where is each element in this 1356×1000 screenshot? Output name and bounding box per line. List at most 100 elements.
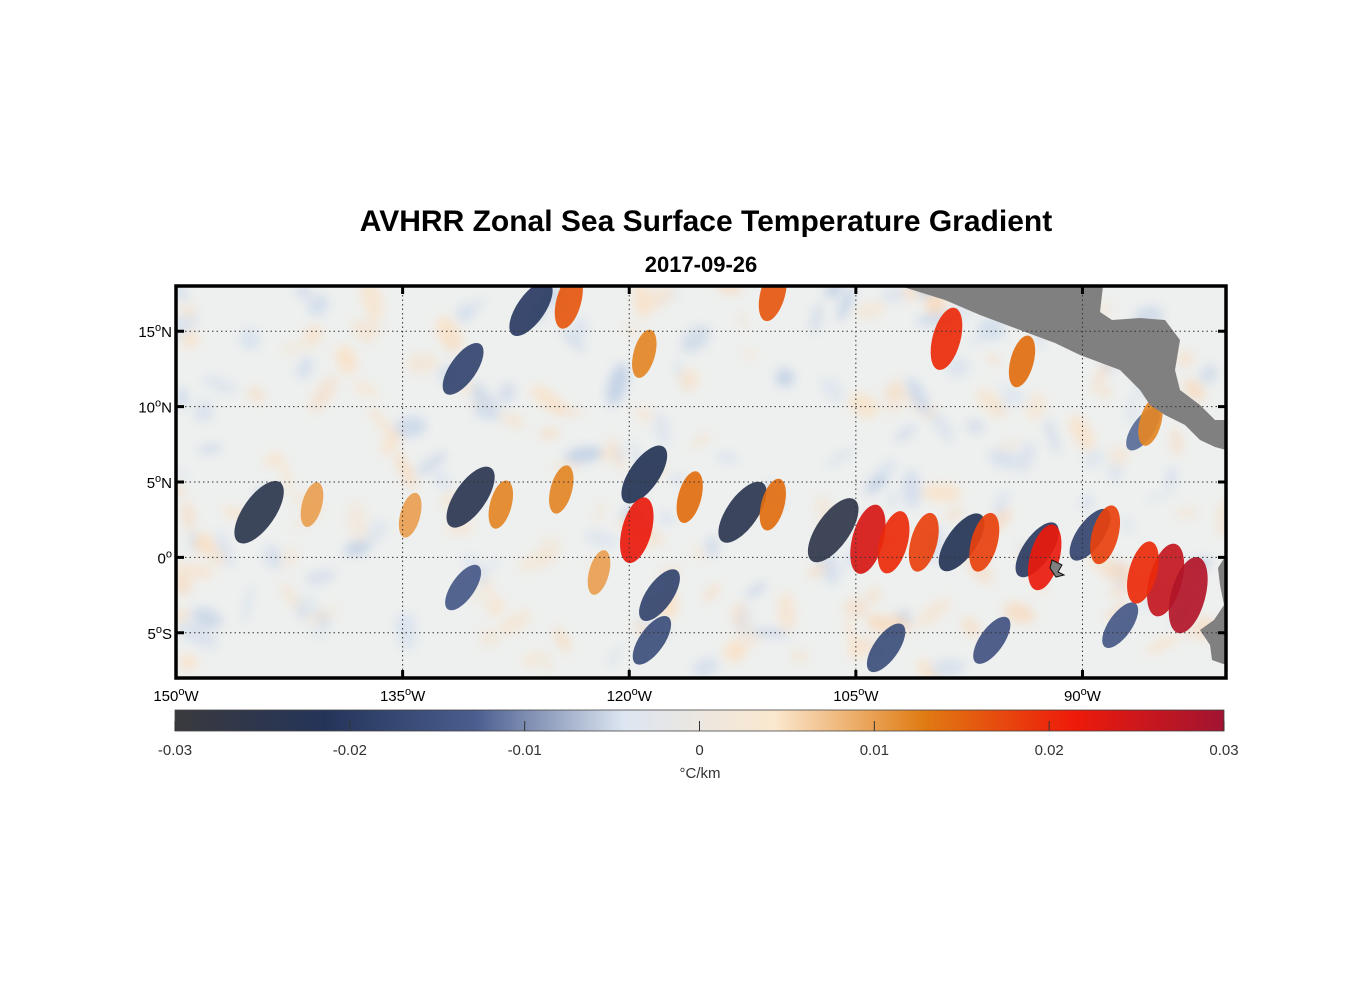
- texture-blob: [749, 629, 790, 637]
- texture-blob: [501, 413, 525, 428]
- texture-blob: [608, 644, 623, 668]
- texture-blob: [790, 647, 810, 665]
- texture-blob: [723, 640, 746, 663]
- texture-blob: [573, 316, 587, 341]
- texture-blob: [176, 573, 192, 596]
- texture-blob: [344, 540, 371, 556]
- texture-blob: [547, 405, 584, 416]
- texture-blob: [659, 511, 674, 525]
- texture-blob: [705, 535, 720, 557]
- texture-blob: [309, 375, 338, 413]
- gradient-feature-0: [234, 480, 284, 544]
- texture-blob: [352, 380, 379, 398]
- texture-blob: [625, 323, 640, 336]
- gradient-feature-24: [850, 504, 886, 574]
- latitude-label: 15oN: [138, 322, 172, 341]
- texture-blob: [365, 519, 388, 545]
- south-america-land: [1200, 555, 1226, 665]
- texture-blob: [775, 368, 795, 387]
- gradient-feature-19: [488, 480, 514, 529]
- texture-blob: [405, 352, 439, 374]
- texture-blob: [565, 447, 603, 463]
- texture-blob: [1091, 358, 1111, 394]
- texture-blob: [996, 384, 1032, 405]
- texture-blob: [177, 622, 218, 649]
- texture-blob: [517, 550, 559, 571]
- texture-blob: [826, 447, 855, 467]
- texture-blob: [280, 338, 323, 355]
- texture-blob: [176, 562, 216, 579]
- texture-blob: [691, 544, 705, 562]
- land: [900, 286, 1226, 665]
- gradient-feature-3: [718, 481, 767, 543]
- texture-blob: [432, 469, 451, 490]
- texture-blob: [692, 657, 719, 678]
- longitude-label: 150oW: [153, 686, 199, 705]
- colorbar-tick-label: 0.01: [860, 742, 889, 759]
- texture-blob: [539, 427, 560, 440]
- texture-blob: [1098, 385, 1113, 399]
- latitude-label: 5oS: [148, 624, 172, 643]
- texture-blob: [945, 356, 970, 378]
- texture-blob: [176, 387, 189, 409]
- texture-blob: [884, 384, 903, 401]
- texture-blob: [559, 327, 585, 352]
- texture-blob: [247, 386, 266, 403]
- texture-blob: [1171, 427, 1182, 457]
- gradient-feature-31: [1168, 556, 1208, 634]
- texture-blob: [993, 489, 1009, 519]
- texture-blob: [485, 582, 493, 599]
- texture-blob: [745, 582, 767, 598]
- gradient-feature-13: [866, 623, 906, 673]
- texture-blob: [854, 300, 887, 320]
- gradient-feature-17: [300, 482, 324, 527]
- gradient-feature-15: [1102, 602, 1139, 648]
- texture-blob: [296, 356, 313, 380]
- texture-blob: [1217, 498, 1226, 538]
- texture-blob: [415, 451, 448, 476]
- texture-blob: [1183, 379, 1205, 401]
- texture-blob: [241, 583, 255, 625]
- texture-blob: [360, 286, 383, 319]
- texture-blob: [263, 544, 282, 569]
- texture-blob: [346, 500, 369, 544]
- gradient-feature-35: [930, 307, 963, 370]
- texture-blob: [1126, 393, 1137, 425]
- texture-blob: [902, 469, 922, 509]
- texture-blob: [930, 410, 954, 442]
- texture-blob: [607, 436, 625, 472]
- texture-blob: [368, 406, 397, 439]
- central-america-land: [900, 286, 1226, 450]
- texture-blob: [281, 546, 299, 569]
- texture-blob: [583, 530, 619, 548]
- texture-blob: [906, 377, 930, 416]
- texture-blob: [681, 326, 711, 353]
- gradient-feature-39: [1138, 397, 1163, 446]
- texture-blob: [866, 613, 880, 630]
- longitude-label: 120oW: [607, 686, 653, 705]
- texture-blob: [176, 466, 192, 478]
- texture-blob: [436, 316, 463, 353]
- texture-blob: [810, 303, 823, 333]
- gradient-feature-5: [938, 513, 985, 572]
- texture-blob: [653, 412, 671, 447]
- texture-blob: [478, 628, 501, 648]
- gradient-feature-9: [509, 286, 553, 337]
- texture-blob: [498, 610, 532, 635]
- plot-area: [176, 286, 1226, 678]
- latitude-label: 5oN: [147, 473, 172, 492]
- texture-blob: [739, 313, 747, 327]
- gradient-feature-36: [1008, 335, 1036, 388]
- texture-blob: [181, 500, 195, 532]
- colorbar-tick-label: 0.02: [1035, 742, 1064, 759]
- texture-blob: [988, 448, 1019, 470]
- texture-blob: [690, 433, 712, 448]
- texture-blob: [197, 444, 222, 454]
- texture-blob: [543, 652, 551, 674]
- texture-blob: [593, 500, 606, 524]
- texture-blob: [1145, 634, 1180, 654]
- texture-blob: [915, 597, 952, 628]
- texture-blob: [263, 452, 282, 467]
- longitude-label: 90oW: [1064, 686, 1102, 705]
